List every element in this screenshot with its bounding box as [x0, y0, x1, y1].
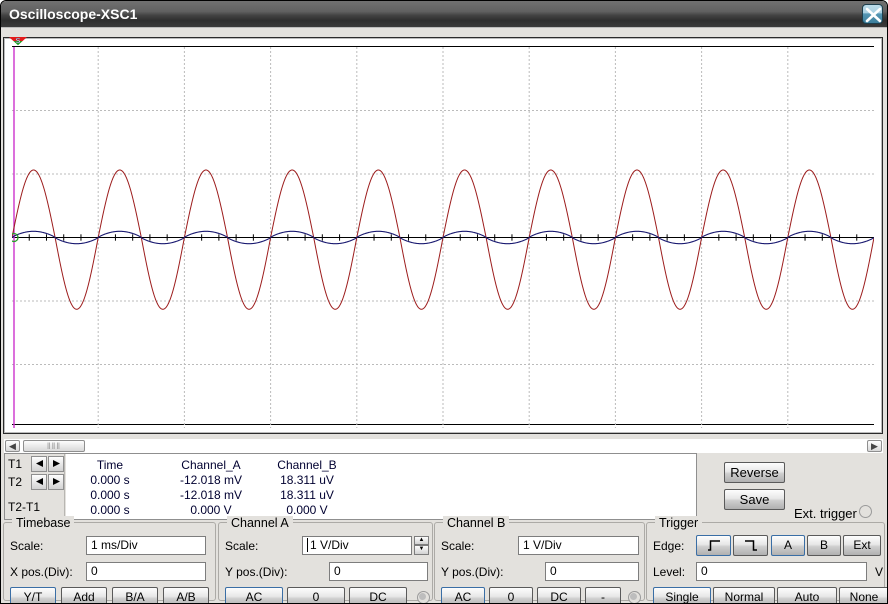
svg-text:S: S: [16, 38, 21, 45]
